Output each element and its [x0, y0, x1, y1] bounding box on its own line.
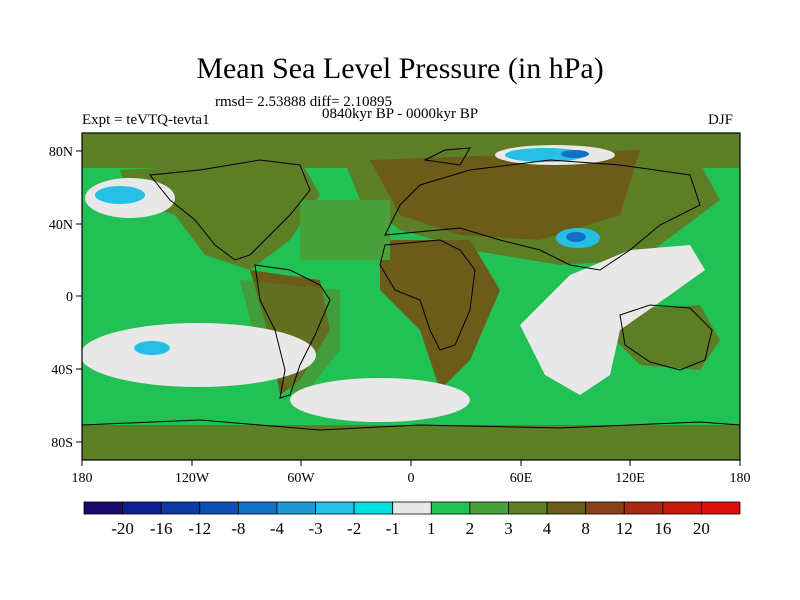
colorbar-swatch	[623, 501, 664, 515]
colorbar-swatch	[662, 501, 702, 515]
field-antarctic-band	[82, 425, 740, 460]
rmsd-diff-stats: rmsd= 2.53888 diff= 2.10895	[215, 94, 393, 110]
colorbar-label: -3	[308, 519, 322, 538]
field-arctic-core	[561, 150, 589, 158]
colorbar-label: -2	[347, 519, 361, 538]
colorbar-swatch	[469, 501, 509, 515]
field-north-pacific-anomaly	[95, 186, 145, 204]
colorbar-label: -20	[111, 519, 134, 538]
lon-label-180e: 180	[730, 471, 751, 486]
colorbar-label: 8	[581, 519, 590, 538]
field-north-atlantic	[300, 200, 390, 260]
colorbar-label: -1	[386, 519, 400, 538]
colorbar-label: 20	[693, 519, 710, 538]
lat-label-40s: 40S	[51, 363, 73, 378]
colorbar-swatch	[353, 501, 394, 515]
field-indian-ocean-high	[520, 245, 705, 395]
field-eurasia-brown	[370, 150, 640, 240]
colorbar-label: 16	[654, 519, 671, 538]
colorbar-label: 2	[466, 519, 475, 538]
time-period-label: 0840kyr BP - 0000kyr BP	[322, 106, 479, 122]
field-tibet-core	[566, 232, 586, 242]
colorbar-swatch	[585, 501, 625, 515]
field-north-america	[120, 160, 320, 270]
lon-label-60w: 60W	[287, 471, 315, 486]
lon-label-0: 0	[408, 471, 415, 486]
longitude-axis: 180 120W 60W 0 60E 120E 180	[72, 460, 751, 486]
colorbar-legend: -20 -16 -12 -8 -4 -3 -2 -1 1 2 3 4 8 12 16 20	[83, 501, 741, 538]
colorbar-swatch	[508, 501, 548, 515]
lon-label-60e: 60E	[510, 471, 533, 486]
colorbar-swatch	[430, 501, 471, 515]
season-label: DJF	[708, 112, 734, 128]
colorbar-swatch	[315, 501, 355, 515]
field-south-pacific-anomaly	[134, 341, 170, 355]
field-south-atlantic-high	[290, 378, 470, 422]
lon-label-120w: 120W	[175, 471, 210, 486]
lat-label-0: 0	[66, 290, 73, 305]
map-title: Mean Sea Level Pressure (in hPa)	[196, 52, 604, 85]
colorbar-label: 3	[504, 519, 513, 538]
lon-label-180w: 180	[72, 471, 93, 486]
field-south-pacific-high	[82, 323, 316, 387]
colorbar-label: 1	[427, 519, 436, 538]
colorbar-label: 4	[543, 519, 552, 538]
colorbar-swatch	[160, 501, 201, 515]
lat-label-40n: 40N	[49, 218, 73, 233]
colorbar-label: 12	[616, 519, 633, 538]
experiment-label: Expt = teVTQ-tevta1	[82, 112, 210, 128]
colorbar-swatch	[237, 501, 278, 515]
coastlines	[82, 147, 740, 431]
colorbar-label: -8	[231, 519, 245, 538]
colorbar-swatch	[83, 501, 123, 515]
field-australia	[615, 305, 720, 370]
lat-label-80s: 80S	[51, 436, 73, 451]
field-africa	[380, 240, 500, 390]
colorbar-swatch	[199, 501, 239, 515]
lon-label-120e: 120E	[615, 471, 645, 486]
colorbar-swatch	[392, 501, 432, 515]
colorbar-label: -4	[270, 519, 285, 538]
colorbar-swatch	[546, 501, 587, 515]
colorbar-label: -16	[150, 519, 173, 538]
latitude-axis: 80N 40N 0 40S 80S	[49, 145, 82, 451]
colorbar-swatch	[701, 501, 741, 515]
lat-label-80n: 80N	[49, 145, 73, 160]
pressure-field	[82, 133, 740, 460]
colorbar-swatch	[276, 501, 316, 515]
colorbar-label: -12	[188, 519, 211, 538]
colorbar-swatch	[122, 501, 162, 515]
